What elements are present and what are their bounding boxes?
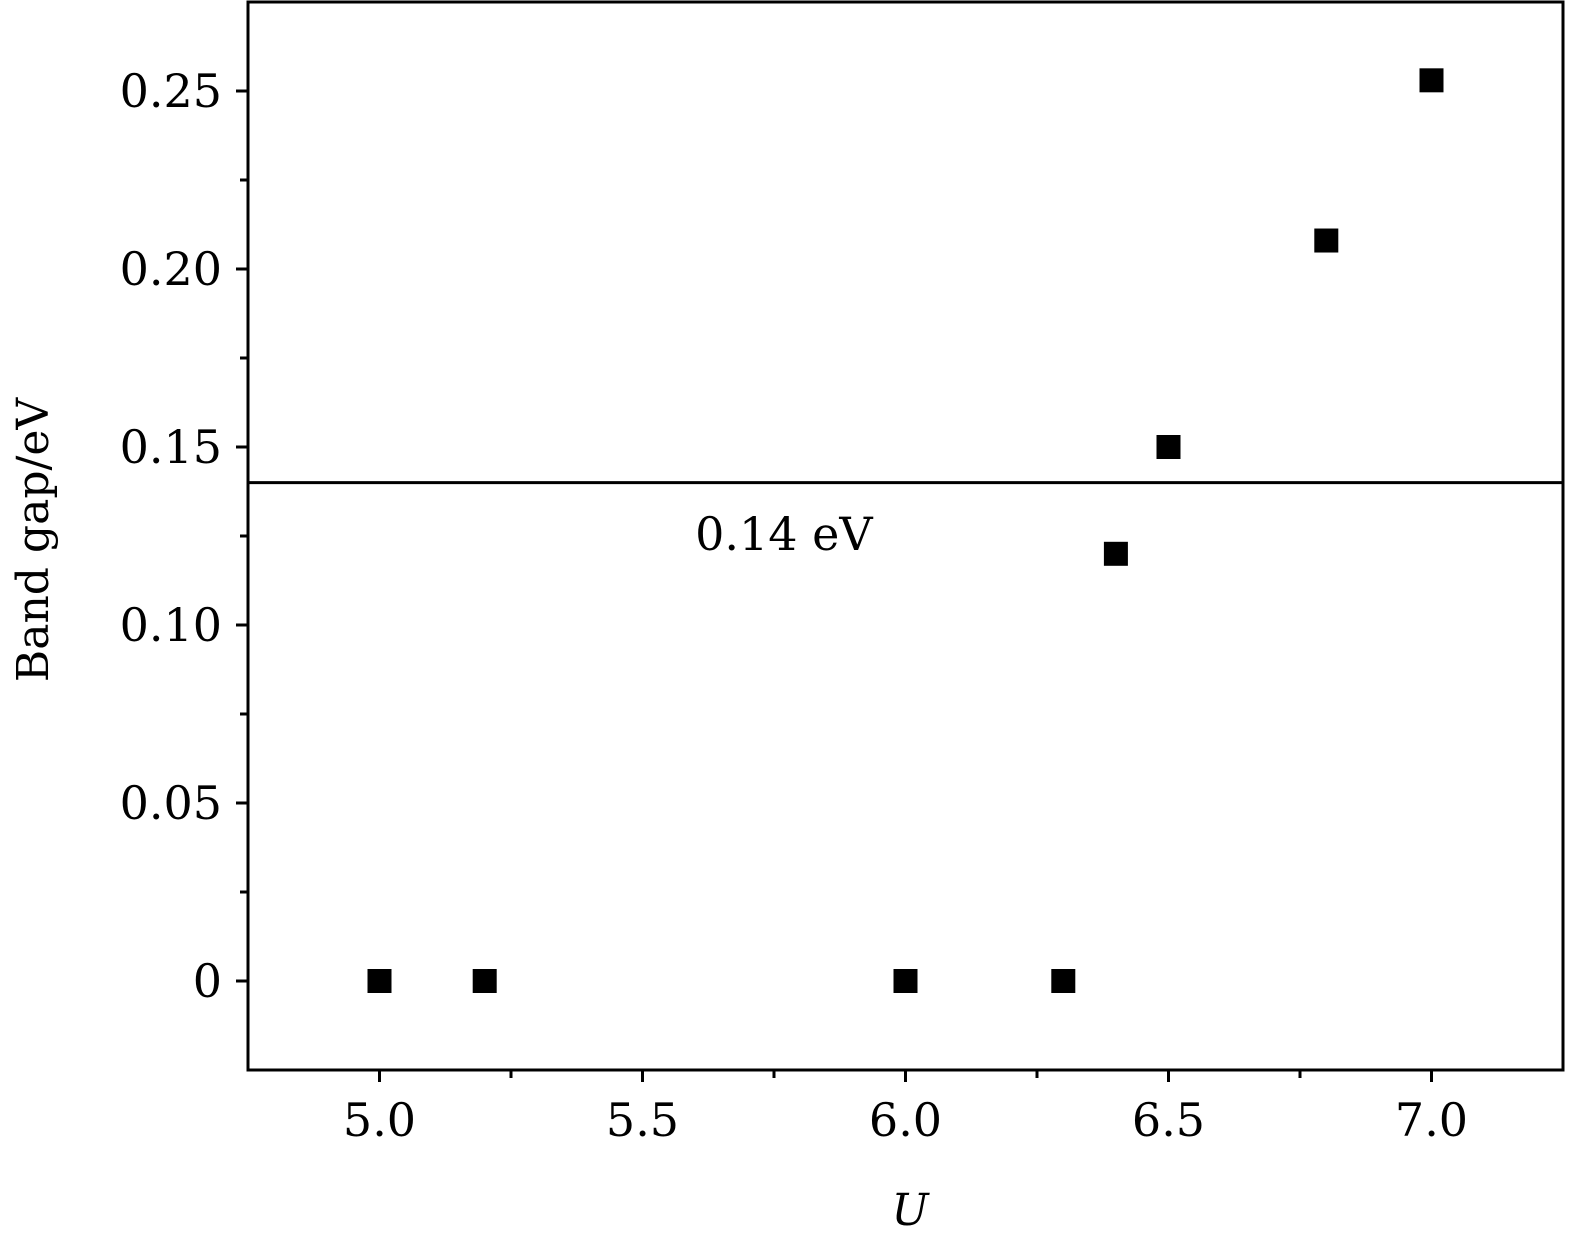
y-tick-label: 0.15	[120, 420, 222, 474]
data-point-marker	[1103, 541, 1128, 566]
x-axis-label: U	[891, 1185, 930, 1236]
data-markers-group	[367, 68, 1444, 993]
y-tick-label: 0.10	[120, 598, 222, 652]
x-tick-label: 5.0	[343, 1093, 416, 1147]
data-point-marker	[1051, 969, 1076, 993]
plot-frame	[246, 0, 1565, 1072]
data-point-marker	[893, 969, 918, 993]
y-tick-label: 0.05	[120, 776, 222, 830]
data-point-marker	[367, 969, 392, 993]
data-point-marker	[1314, 228, 1339, 253]
x-tick-label: 6.0	[869, 1093, 942, 1147]
reference-line-group: 0.14 eV	[248, 481, 1563, 561]
y-axis-label: Band gap/eV	[8, 397, 59, 682]
reference-line-label: 0.14 eV	[695, 507, 873, 561]
x-tick-label: 6.5	[1132, 1093, 1205, 1147]
data-point-marker	[1419, 68, 1444, 93]
x-tick-label: 7.0	[1395, 1093, 1468, 1147]
axis-ticks-group: 5.0 5.5 6.0 6.5 7.0 0 0.05 0.10 0.15 0.20 0.25	[120, 64, 1469, 1147]
x-tick-label: 5.5	[606, 1093, 679, 1147]
y-tick-label: 0.20	[120, 242, 222, 296]
data-point-marker	[1156, 435, 1181, 459]
y-tick-label: 0.25	[120, 64, 222, 118]
y-tick-label: 0	[193, 954, 222, 1008]
data-point-marker	[472, 969, 497, 993]
